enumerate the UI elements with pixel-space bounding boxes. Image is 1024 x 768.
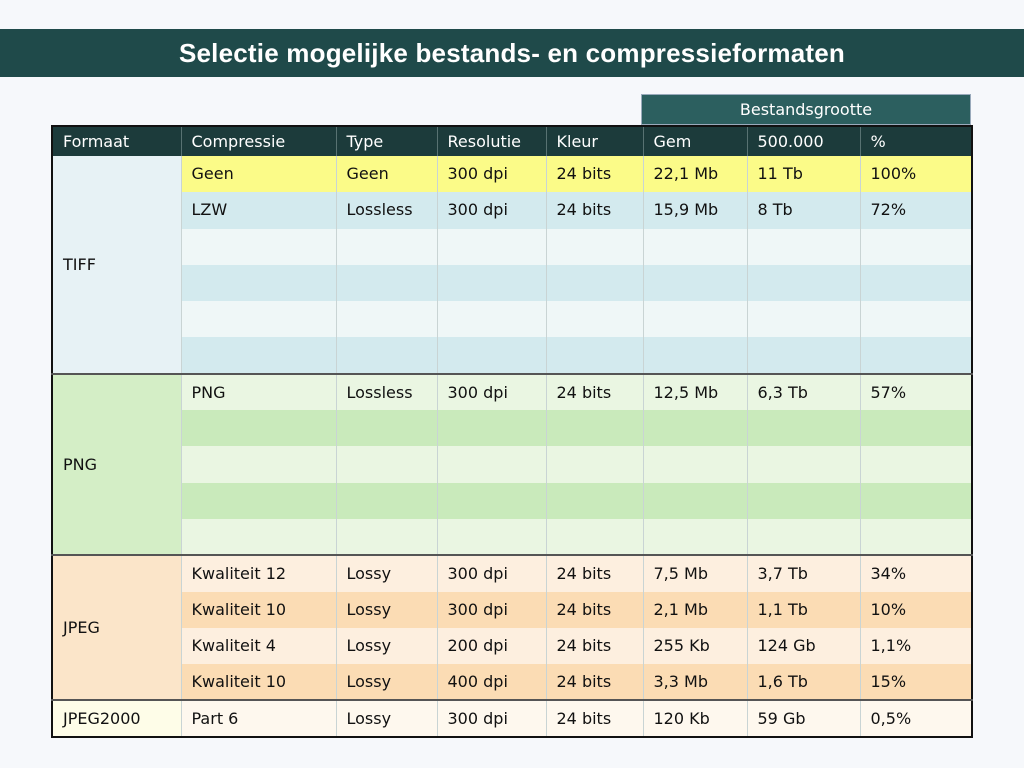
- cell-pct: 10%: [859, 591, 972, 628]
- cell-gem: 120 Kb: [642, 699, 747, 737]
- cell-resolutie: 400 dpi: [436, 664, 546, 701]
- table-row: PNG PNG Lossless 300 dpi 24 bits 12,5 Mb…: [51, 372, 972, 556]
- header-percent: %: [859, 126, 972, 156]
- format-png: PNG: [51, 372, 181, 556]
- cell-pct: 34%: [859, 554, 972, 592]
- table-row: TIFF Geen Geen 300 dpi 24 bits 22,1 Mb 1…: [51, 156, 972, 374]
- cell-type: Lossy: [335, 554, 437, 592]
- empty-row: [52, 482, 972, 519]
- cell-kleur: 24 bits: [545, 627, 643, 665]
- cell-total: 1,6 Tb: [746, 664, 860, 701]
- cell-compressie: Part 6: [180, 699, 336, 737]
- table-header-row: Formaat Compressie Type Resolutie Kleur …: [51, 126, 972, 156]
- header-compressie: Compressie: [180, 126, 336, 156]
- empty-row: [52, 518, 972, 556]
- cell-gem: 12,5 Mb: [642, 372, 747, 411]
- empty-row: [52, 337, 972, 374]
- empty-row: [52, 301, 972, 338]
- cell-total: 8 Tb: [746, 192, 860, 229]
- cell-total: 1,1 Tb: [746, 591, 860, 628]
- empty-row: [52, 228, 972, 265]
- format-jpeg2000: JPEG2000: [51, 699, 181, 737]
- cell-pct: 15%: [859, 664, 972, 701]
- cell-type: Lossy: [335, 627, 437, 665]
- table-row: Kwaliteit 10 Lossy 300 dpi 24 bits 2,1 M…: [52, 591, 972, 628]
- cell-gem: 255 Kb: [642, 627, 747, 665]
- format-comparison-table: Formaat Compressie Type Resolutie Kleur …: [51, 125, 973, 738]
- cell-pct: 72%: [859, 192, 972, 229]
- format-jpeg: JPEG: [51, 554, 181, 701]
- table-row: JPEG Kwaliteit 12 Lossy 300 dpi 24 bits …: [51, 554, 972, 701]
- cell-type: Lossy: [335, 664, 437, 701]
- header-formaat: Formaat: [51, 126, 181, 156]
- cell-kleur: 24 bits: [545, 664, 643, 701]
- cell-gem: 15,9 Mb: [642, 192, 747, 229]
- cell-compressie: Geen: [180, 156, 336, 193]
- cell-total: 124 Gb: [746, 627, 860, 665]
- table-row: JPEG2000 Part 6 Lossy 300 dpi 24 bits 12…: [51, 699, 972, 737]
- cell-resolutie: 300 dpi: [436, 192, 546, 229]
- cell-compressie: Kwaliteit 10: [180, 591, 336, 628]
- cell-pct: 57%: [859, 372, 972, 411]
- cell-compressie: PNG: [180, 372, 336, 411]
- cell-total: 3,7 Tb: [746, 554, 860, 592]
- cell-gem: 2,1 Mb: [642, 591, 747, 628]
- header-gem: Gem: [642, 126, 747, 156]
- cell-type: Geen: [335, 156, 437, 193]
- file-size-group-header: Bestandsgrootte: [641, 94, 971, 125]
- cell-type: Lossy: [335, 591, 437, 628]
- header-500000: 500.000: [746, 126, 860, 156]
- cell-resolutie: 300 dpi: [436, 699, 546, 737]
- table-row: Kwaliteit 10 Lossy 400 dpi 24 bits 3,3 M…: [52, 664, 972, 701]
- table-row: Kwaliteit 4 Lossy 200 dpi 24 bits 255 Kb…: [52, 627, 972, 665]
- cell-gem: 7,5 Mb: [642, 554, 747, 592]
- cell-compressie: Kwaliteit 4: [180, 627, 336, 665]
- cell-resolutie: 300 dpi: [436, 156, 546, 193]
- cell-kleur: 24 bits: [545, 699, 643, 737]
- cell-total: 11 Tb: [746, 156, 860, 193]
- cell-type: Lossless: [335, 192, 437, 229]
- cell-total: 6,3 Tb: [746, 372, 860, 411]
- cell-kleur: 24 bits: [545, 156, 643, 193]
- cell-compressie: Kwaliteit 10: [180, 664, 336, 701]
- cell-type: Lossless: [335, 372, 437, 411]
- cell-pct: 1,1%: [859, 627, 972, 665]
- cell-resolutie: 300 dpi: [436, 554, 546, 592]
- header-resolutie: Resolutie: [436, 126, 546, 156]
- table-row: LZW Lossless 300 dpi 24 bits 15,9 Mb 8 T…: [52, 192, 972, 229]
- cell-compressie: LZW: [180, 192, 336, 229]
- header-kleur: Kleur: [545, 126, 643, 156]
- cell-total: 59 Gb: [746, 699, 860, 737]
- cell-gem: 22,1 Mb: [642, 156, 747, 193]
- cell-compressie: Kwaliteit 12: [180, 554, 336, 592]
- cell-type: Lossy: [335, 699, 437, 737]
- cell-resolutie: 300 dpi: [436, 372, 546, 411]
- cell-pct: 100%: [859, 156, 972, 193]
- cell-gem: 3,3 Mb: [642, 664, 747, 701]
- header-type: Type: [335, 126, 437, 156]
- slide-title: Selectie mogelijke bestands- en compress…: [0, 29, 1024, 77]
- empty-row: [52, 264, 972, 302]
- cell-kleur: 24 bits: [545, 591, 643, 628]
- empty-row: [52, 410, 972, 447]
- cell-resolutie: 200 dpi: [436, 627, 546, 665]
- empty-row: [52, 446, 972, 483]
- cell-kleur: 24 bits: [545, 192, 643, 229]
- cell-kleur: 24 bits: [545, 372, 643, 411]
- cell-pct: 0,5%: [859, 699, 972, 737]
- cell-kleur: 24 bits: [545, 554, 643, 592]
- format-tiff: TIFF: [51, 156, 181, 374]
- cell-resolutie: 300 dpi: [436, 591, 546, 628]
